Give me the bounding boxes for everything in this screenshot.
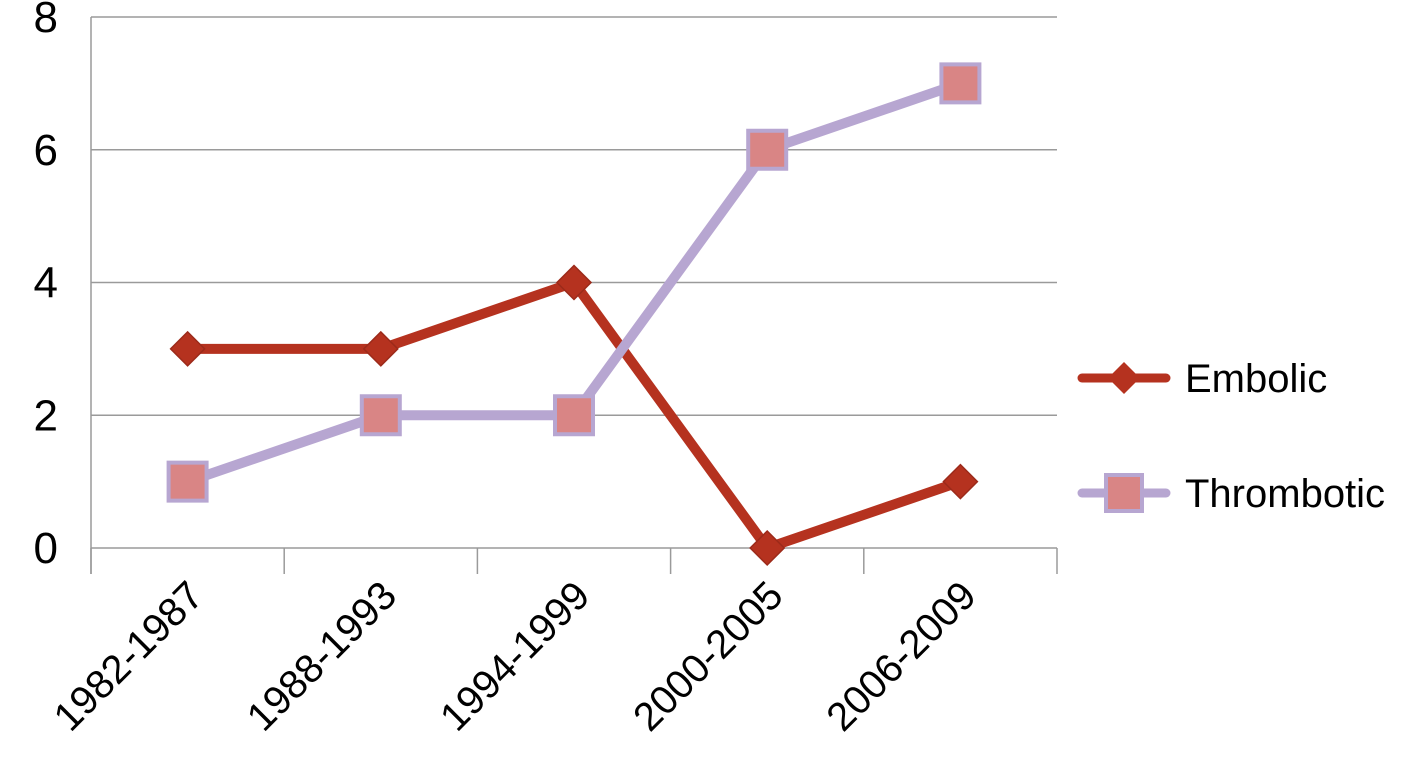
x-tick-label-1982-1987: 1982-1987 bbox=[46, 573, 212, 739]
y-tick-label-0: 0 bbox=[34, 524, 58, 573]
axes bbox=[90, 17, 1058, 574]
marker-embolic-2000-2005 bbox=[749, 529, 786, 567]
y-tick-label-6: 6 bbox=[34, 126, 58, 175]
marker-thrombotic-1988-1993 bbox=[359, 394, 402, 437]
y-tick-label-2: 2 bbox=[34, 391, 58, 440]
marker-embolic-2006-2009 bbox=[942, 463, 979, 500]
x-tick-label-1988-1993: 1988-1993 bbox=[239, 573, 405, 739]
x-axis-tick-labels: 1982-1987 1988-1993 1994-1999 2000-2005 2006… bbox=[46, 573, 985, 739]
legend: Embolic Thrombotic bbox=[1077, 357, 1385, 516]
legend-item-embolic: Embolic bbox=[1077, 357, 1327, 401]
series-group bbox=[166, 62, 982, 567]
marker-thrombotic-1994-1999 bbox=[553, 394, 595, 437]
marker-embolic-1994-1999 bbox=[555, 264, 593, 301]
series-lines bbox=[182, 78, 966, 553]
legend-marker-embolic bbox=[1108, 362, 1140, 394]
marker-thrombotic-1982-1987 bbox=[166, 460, 209, 503]
gridlines bbox=[91, 16, 1057, 416]
legend-label-thrombotic: Thrombotic bbox=[1185, 472, 1385, 516]
legend-item-thrombotic: Thrombotic bbox=[1077, 472, 1385, 516]
legend-marker-thrombotic bbox=[1104, 473, 1144, 513]
marker-thrombotic-2006-2009 bbox=[939, 62, 982, 105]
y-axis-tick-labels: 0 2 4 6 8 bbox=[34, 0, 58, 573]
x-tick-label-1994-1999: 1994-1999 bbox=[432, 573, 598, 739]
series-markers bbox=[166, 62, 982, 567]
x-tick-label-2006-2009: 2006-2009 bbox=[818, 573, 984, 739]
legend-label-embolic: Embolic bbox=[1185, 357, 1327, 401]
x-tick-label-2000-2005: 2000-2005 bbox=[625, 573, 791, 739]
y-tick-label-4: 4 bbox=[34, 259, 58, 308]
marker-embolic-1988-1993 bbox=[362, 330, 399, 367]
marker-thrombotic-2000-2005 bbox=[746, 128, 789, 171]
y-tick-label-8: 8 bbox=[34, 0, 58, 42]
marker-embolic-1982-1987 bbox=[169, 330, 206, 367]
